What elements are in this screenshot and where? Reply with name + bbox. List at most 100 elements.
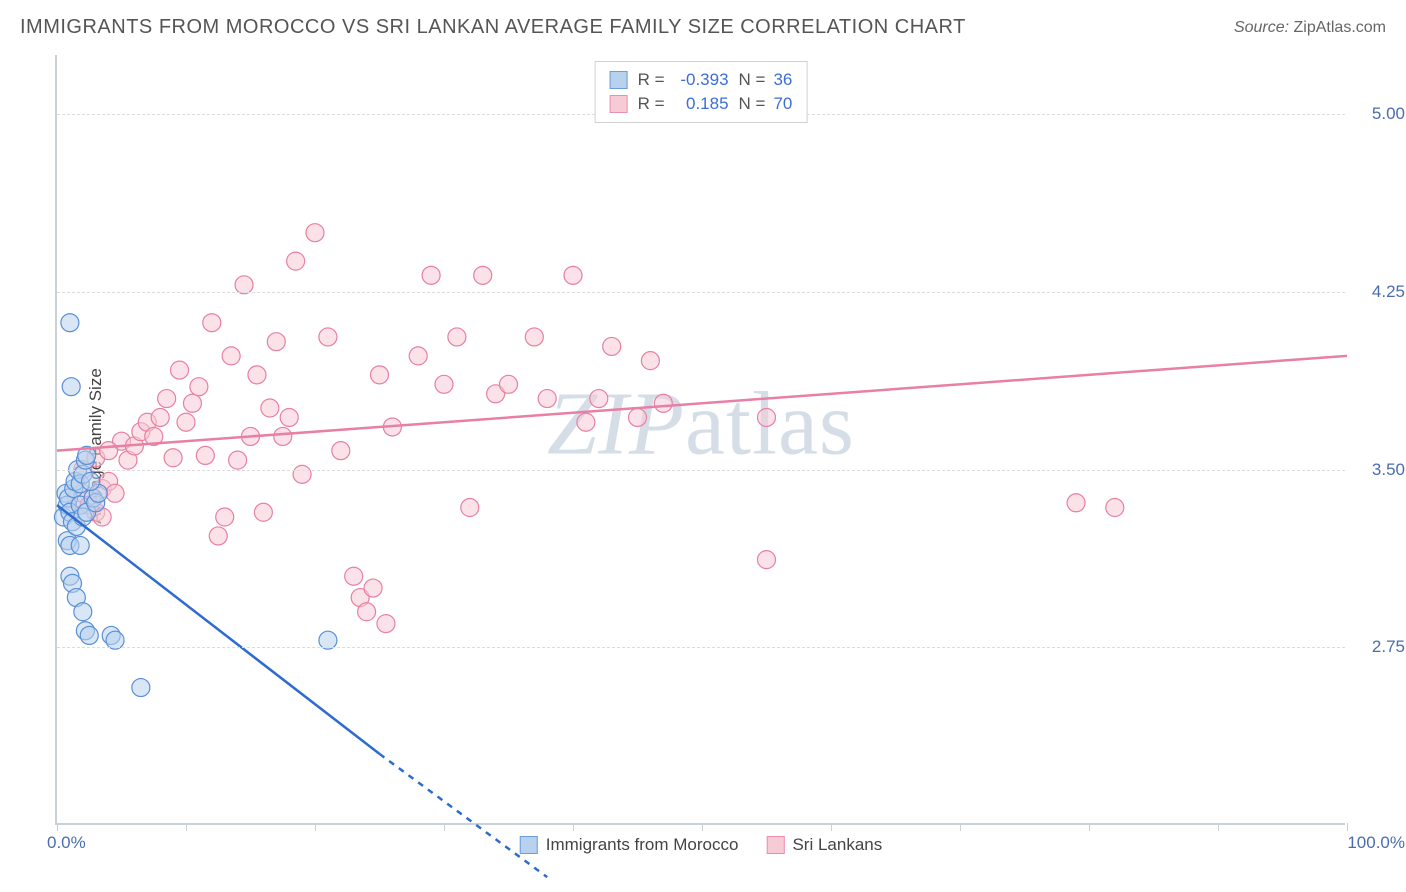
scatter-point bbox=[1067, 494, 1085, 512]
n-value: 36 bbox=[773, 70, 792, 89]
scatter-point bbox=[461, 499, 479, 517]
scatter-point bbox=[132, 679, 150, 697]
scatter-point bbox=[183, 394, 201, 412]
source-value: ZipAtlas.com bbox=[1294, 19, 1386, 36]
series-legend: Immigrants from Morocco Sri Lankans bbox=[520, 835, 882, 855]
scatter-point bbox=[758, 408, 776, 426]
scatter-point bbox=[758, 551, 776, 569]
scatter-point bbox=[74, 603, 92, 621]
x-tick bbox=[1347, 823, 1348, 831]
source-label: Source: bbox=[1234, 19, 1289, 36]
n-label: N = bbox=[739, 94, 766, 113]
scatter-point bbox=[590, 390, 608, 408]
scatter-svg bbox=[57, 55, 1345, 823]
legend-swatch-pink bbox=[766, 836, 784, 854]
scatter-point bbox=[177, 413, 195, 431]
scatter-point bbox=[222, 347, 240, 365]
r-value: -0.393 bbox=[669, 70, 729, 90]
legend-label: Sri Lankans bbox=[792, 835, 882, 855]
scatter-point bbox=[345, 567, 363, 585]
scatter-point bbox=[371, 366, 389, 384]
scatter-point bbox=[377, 615, 395, 633]
scatter-point bbox=[267, 333, 285, 351]
trend-line bbox=[380, 754, 548, 877]
scatter-point bbox=[629, 408, 647, 426]
scatter-point bbox=[287, 252, 305, 270]
legend-swatch-blue bbox=[610, 71, 628, 89]
x-tick bbox=[57, 823, 58, 831]
scatter-point bbox=[171, 361, 189, 379]
scatter-point bbox=[525, 328, 543, 346]
scatter-point bbox=[151, 408, 169, 426]
scatter-point bbox=[280, 408, 298, 426]
x-tick bbox=[186, 823, 187, 831]
scatter-point bbox=[577, 413, 595, 431]
scatter-point bbox=[106, 484, 124, 502]
legend-swatch-blue bbox=[520, 836, 538, 854]
x-axis-max-label: 100.0% bbox=[1347, 833, 1405, 853]
gridline bbox=[57, 647, 1345, 648]
x-tick bbox=[1089, 823, 1090, 831]
x-tick bbox=[573, 823, 574, 831]
x-tick bbox=[444, 823, 445, 831]
legend-row: R =-0.393 N = 36 bbox=[610, 68, 793, 92]
scatter-point bbox=[82, 472, 100, 490]
scatter-point bbox=[229, 451, 247, 469]
scatter-point bbox=[203, 314, 221, 332]
correlation-legend: R =-0.393 N = 36 R =0.185 N = 70 bbox=[595, 61, 808, 123]
scatter-point bbox=[61, 314, 79, 332]
scatter-point bbox=[500, 375, 518, 393]
r-value: 0.185 bbox=[669, 94, 729, 114]
scatter-point bbox=[209, 527, 227, 545]
r-label: R = bbox=[638, 70, 665, 89]
scatter-point bbox=[293, 465, 311, 483]
scatter-point bbox=[190, 378, 208, 396]
scatter-point bbox=[261, 399, 279, 417]
scatter-point bbox=[435, 375, 453, 393]
scatter-point bbox=[164, 449, 182, 467]
scatter-point bbox=[332, 442, 350, 460]
legend-label: Immigrants from Morocco bbox=[546, 835, 739, 855]
source-attribution: Source: ZipAtlas.com bbox=[1234, 19, 1386, 37]
scatter-point bbox=[409, 347, 427, 365]
x-tick bbox=[831, 823, 832, 831]
y-tick-label: 2.75 bbox=[1355, 637, 1405, 657]
r-label: R = bbox=[638, 94, 665, 113]
legend-row: R =0.185 N = 70 bbox=[610, 92, 793, 116]
y-tick-label: 4.25 bbox=[1355, 282, 1405, 302]
scatter-point bbox=[306, 224, 324, 242]
scatter-point bbox=[654, 394, 672, 412]
x-tick bbox=[315, 823, 316, 831]
y-tick-label: 5.00 bbox=[1355, 104, 1405, 124]
n-value: 70 bbox=[773, 94, 792, 113]
scatter-point bbox=[564, 266, 582, 284]
chart-title: IMMIGRANTS FROM MOROCCO VS SRI LANKAN AV… bbox=[20, 16, 966, 39]
scatter-point bbox=[196, 446, 214, 464]
scatter-point bbox=[538, 390, 556, 408]
scatter-point bbox=[603, 337, 621, 355]
scatter-point bbox=[422, 266, 440, 284]
plot-area: R =-0.393 N =36 R =0.185 N =70 ZIPatlas … bbox=[55, 55, 1345, 825]
scatter-point bbox=[158, 390, 176, 408]
legend-item: Immigrants from Morocco bbox=[520, 835, 739, 855]
scatter-point bbox=[319, 328, 337, 346]
n-label: N = bbox=[739, 70, 766, 89]
gridline bbox=[57, 292, 1345, 293]
scatter-point bbox=[641, 352, 659, 370]
scatter-point bbox=[358, 603, 376, 621]
scatter-point bbox=[1106, 499, 1124, 517]
scatter-point bbox=[254, 503, 272, 521]
x-tick bbox=[960, 823, 961, 831]
scatter-point bbox=[100, 442, 118, 460]
scatter-point bbox=[80, 626, 98, 644]
scatter-point bbox=[448, 328, 466, 346]
y-tick-label: 3.50 bbox=[1355, 460, 1405, 480]
scatter-point bbox=[71, 536, 89, 554]
scatter-point bbox=[274, 427, 292, 445]
scatter-point bbox=[364, 579, 382, 597]
gridline bbox=[57, 470, 1345, 471]
x-tick bbox=[1218, 823, 1219, 831]
x-tick bbox=[702, 823, 703, 831]
x-axis-min-label: 0.0% bbox=[47, 833, 86, 853]
scatter-point bbox=[248, 366, 266, 384]
